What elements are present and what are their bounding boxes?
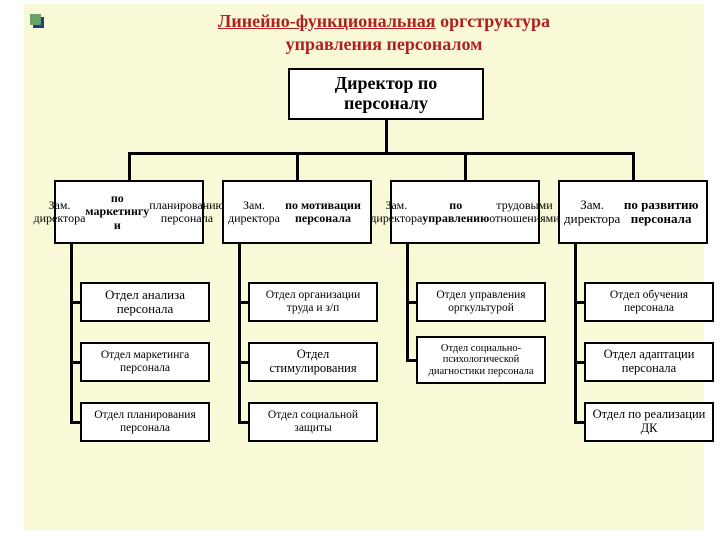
- dept-node: Отдел организации труда и з/п: [248, 282, 378, 322]
- manager-node: Зам. директора по мотивации персонала: [222, 180, 372, 244]
- manager-node: Зам. директора по маркетингу и планирова…: [54, 180, 204, 244]
- connector: [238, 361, 248, 364]
- connector: [128, 152, 131, 180]
- connector: [129, 152, 633, 155]
- connector: [464, 152, 467, 180]
- org-root-node: Директор по персоналу: [288, 68, 484, 120]
- connector: [406, 301, 416, 304]
- connector: [296, 152, 299, 180]
- connector: [70, 301, 80, 304]
- connector: [238, 244, 241, 424]
- connector: [238, 421, 248, 424]
- dept-node: Отдел обучения персонала: [584, 282, 714, 322]
- slide-bullet-icon: [30, 14, 44, 28]
- dept-node: Отдел социальной защиты: [248, 402, 378, 442]
- connector: [70, 421, 80, 424]
- diagram-title: Линейно-функциональная оргструктура упра…: [184, 10, 584, 55]
- connector: [70, 361, 80, 364]
- diagram-canvas: Линейно-функциональная оргструктура упра…: [24, 4, 704, 530]
- dept-node: Отдел адаптации персонала: [584, 342, 714, 382]
- connector: [406, 359, 416, 362]
- dept-node: Отдел стимулирования: [248, 342, 378, 382]
- connector: [574, 301, 584, 304]
- connector: [632, 152, 635, 180]
- connector: [574, 244, 577, 424]
- dept-node: Отдел социально-психологической диагност…: [416, 336, 546, 384]
- manager-node: Зам. директора по развитию персонала: [558, 180, 708, 244]
- connector: [574, 361, 584, 364]
- connector: [238, 301, 248, 304]
- dept-node: Отдел управления оргкультурой: [416, 282, 546, 322]
- dept-node: Отдел маркетинга персонала: [80, 342, 210, 382]
- manager-node: Зам. директора по управлению трудовыми о…: [390, 180, 540, 244]
- dept-node: Отдел по реализации ДК: [584, 402, 714, 442]
- connector: [70, 244, 73, 424]
- dept-node: Отдел планирования персонала: [80, 402, 210, 442]
- connector: [385, 120, 388, 152]
- dept-node: Отдел анализа персонала: [80, 282, 210, 322]
- connector: [574, 421, 584, 424]
